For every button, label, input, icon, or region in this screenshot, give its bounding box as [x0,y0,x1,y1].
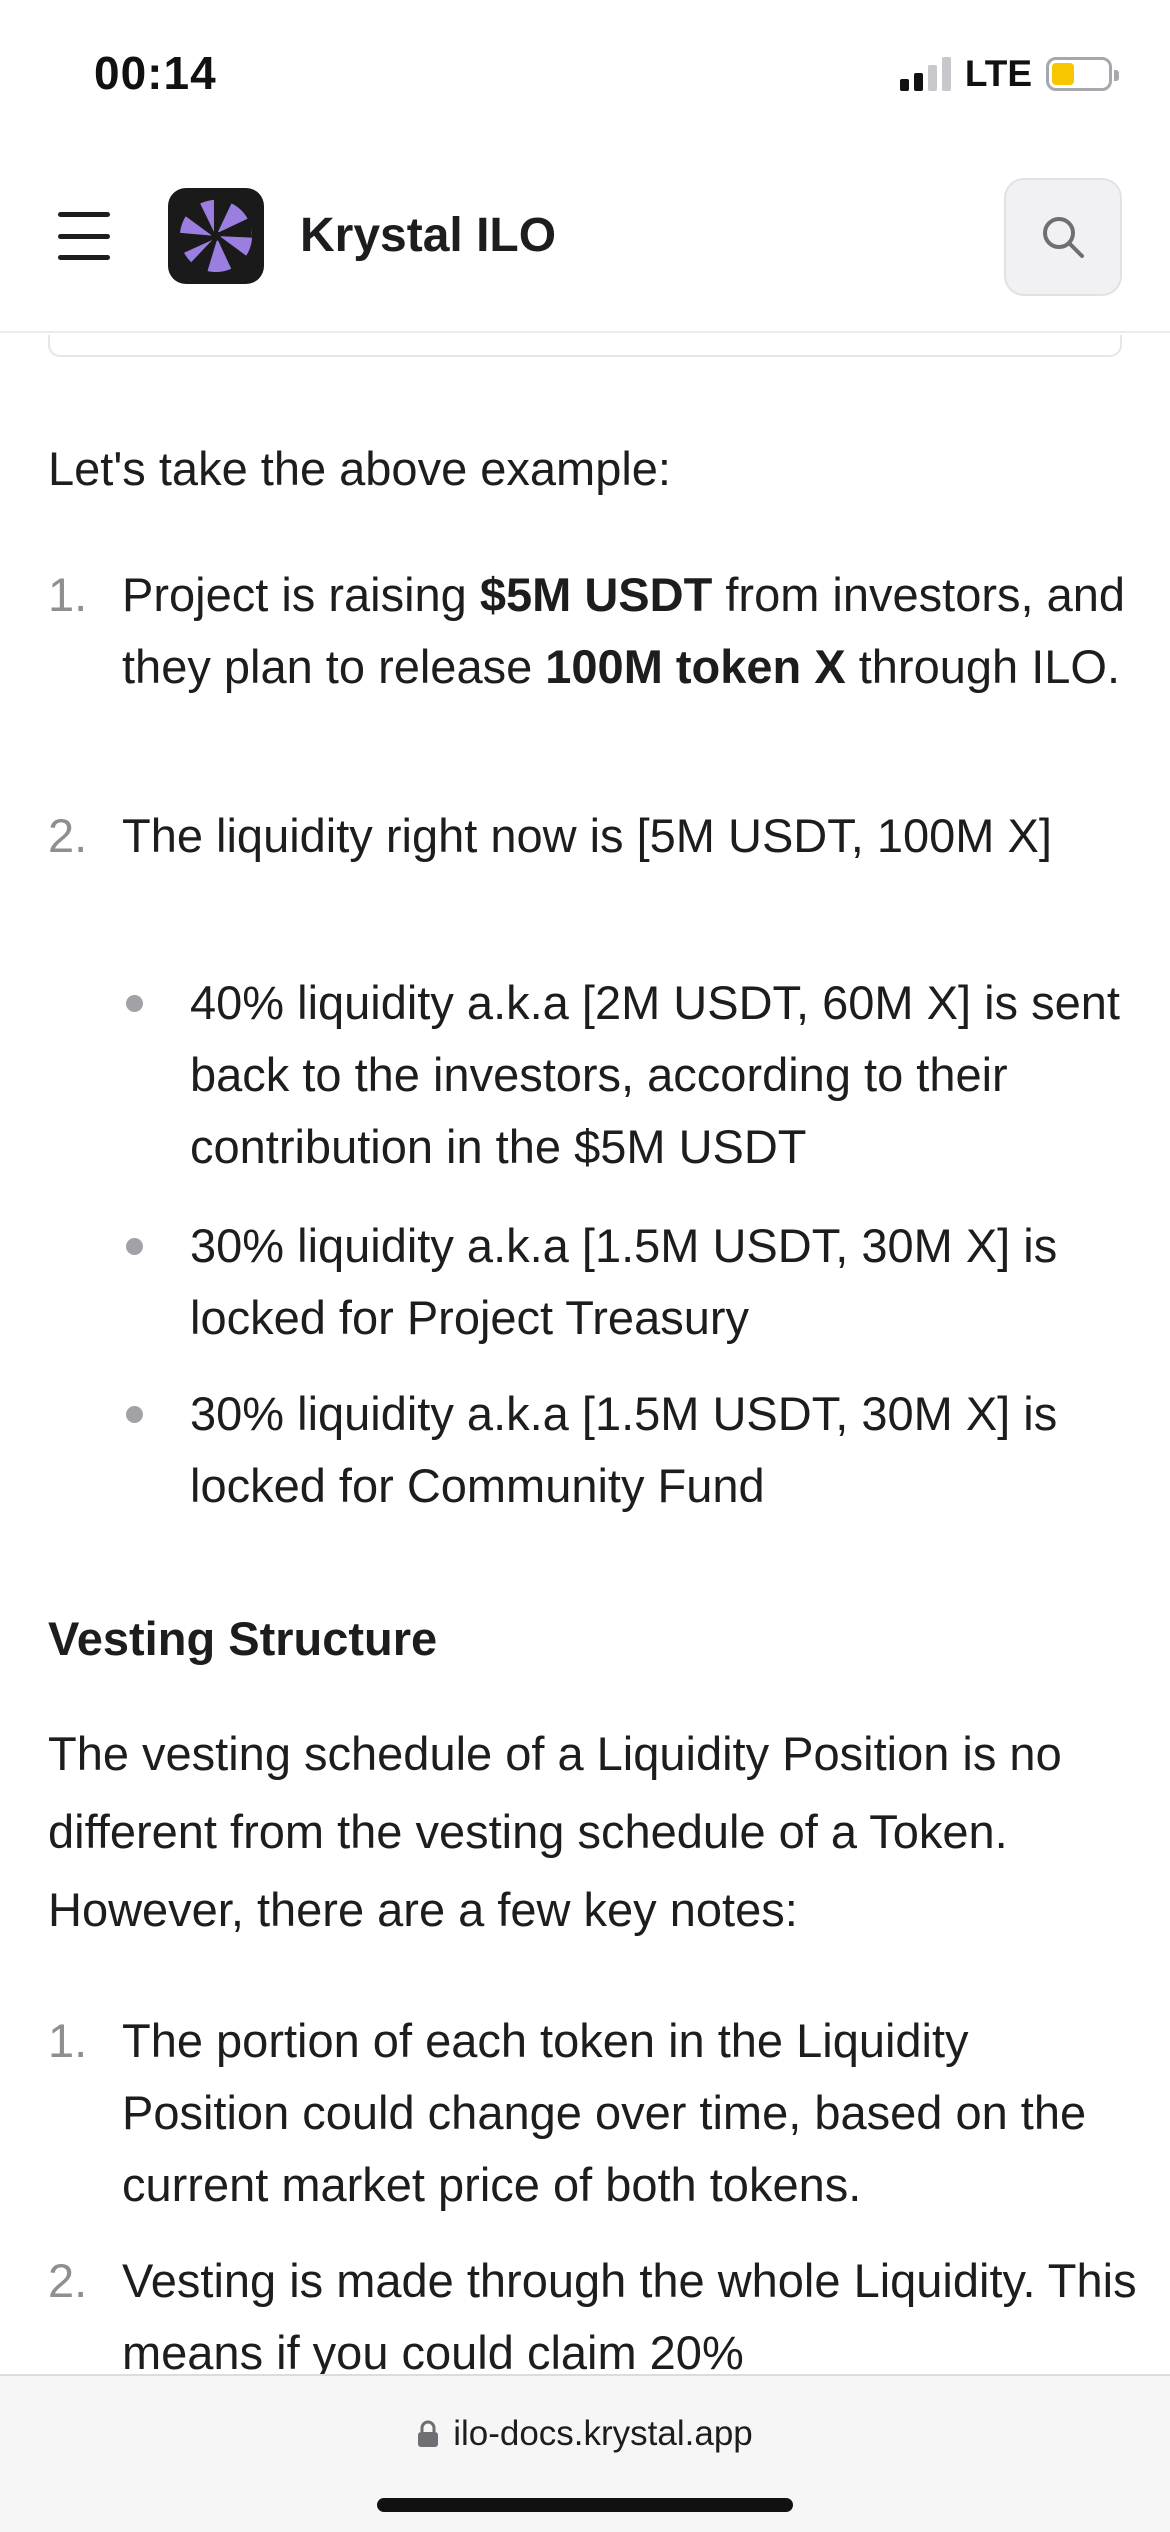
browser-bottom-bar: ilo-docs.krystal.app [0,2374,1170,2532]
example-list-item-1: 1. Project is raising $5M USDT from inve… [48,568,1126,693]
address-bar[interactable]: ilo-docs.krystal.app [0,2414,1170,2454]
status-bar: 00:14 LTE [0,0,1170,150]
note-list-item-1: 1. The portion of each token in the Liqu… [48,2014,1087,2211]
vesting-paragraph: The vesting schedule of a Liquidity Posi… [48,1727,1062,1936]
url-text: ilo-docs.krystal.app [453,2414,753,2453]
lock-icon [418,2420,439,2447]
previous-card-edge [48,335,1122,357]
bullet-item: 30% liquidity a.k.a [1.5M USDT, 30M X] i… [122,1210,1142,1354]
home-indicator[interactable] [377,2498,793,2512]
status-time: 00:14 [94,47,217,99]
status-indicators: LTE [899,52,1119,96]
site-header: Krystal ILO [0,150,1170,333]
section-heading: Vesting Structure [48,1612,438,1665]
site-title[interactable]: Krystal ILO [300,209,557,262]
bullet-item: 30% liquidity a.k.a [1.5M USDT, 30M X] i… [122,1378,1142,1522]
signal-strength-icon [899,57,951,91]
bullet-item: 40% liquidity a.k.a [2M USDT, 60M X] is … [122,967,1142,1183]
search-icon[interactable] [1004,178,1122,296]
hamburger-menu-icon[interactable] [58,212,118,260]
intro-paragraph: Let's take the above example: [48,442,671,495]
network-type: LTE [964,53,1032,94]
doc-content: Let's take the above example: 1. Project… [0,335,1170,2375]
example-list-item-2: 2. The liquidity right now is [5M USDT, … [48,809,1052,862]
note-list-item-2: 2. Vesting is made through the whole Liq… [48,2254,1137,2375]
battery-icon [1046,57,1119,91]
krystal-logo-icon[interactable] [168,188,264,284]
